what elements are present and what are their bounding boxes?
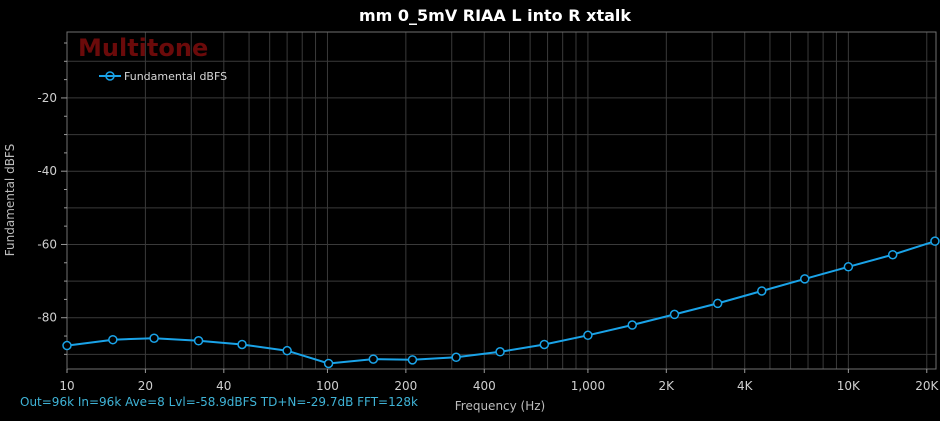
- x-tick-label: 4K: [737, 379, 754, 393]
- x-tick-label: 10: [59, 379, 74, 393]
- y-axis-ticks: -20 -40 -60 -80: [37, 42, 67, 355]
- legend: Fundamental dBFS: [99, 70, 227, 83]
- data-point: [669, 309, 680, 320]
- data-point: [149, 333, 159, 343]
- data-point: [407, 355, 418, 365]
- y-tick-label: -20: [37, 91, 57, 105]
- legend-label: Fundamental dBFS: [124, 70, 227, 83]
- data-point: [887, 249, 898, 260]
- x-tick-label: 200: [394, 379, 417, 393]
- grid: [67, 32, 936, 369]
- chart-title: mm 0_5mV RIAA L into R xtalk: [359, 6, 631, 25]
- data-point: [539, 339, 550, 350]
- legend-marker-swatch: [105, 71, 115, 81]
- data-point: [237, 339, 247, 350]
- data-point: [799, 274, 810, 284]
- x-tick-label: 40: [216, 379, 231, 393]
- data-point: [757, 286, 767, 296]
- x-tick-label: 2K: [659, 379, 676, 393]
- y-tick-label: -80: [37, 311, 57, 325]
- status-line: Out=96k In=96k Ave=8 Lvl=-58.9dBFS TD+N=…: [20, 395, 418, 409]
- x-axis-label: Frequency (Hz): [455, 399, 546, 413]
- data-point: [323, 358, 334, 369]
- data-point: [627, 320, 638, 330]
- data-point: [843, 262, 854, 272]
- data-point: [495, 347, 505, 357]
- data-point: [712, 298, 723, 309]
- x-tick-label: 20: [138, 379, 153, 393]
- data-point: [451, 352, 461, 363]
- x-axis-ticks: 10 20 40 100 200 400 1,000 2K 4K 10K 20K: [59, 369, 939, 393]
- x-tick-label: 10K: [837, 379, 861, 393]
- x-tick-label: 1,000: [571, 379, 605, 393]
- data-point: [368, 354, 379, 364]
- series-points: [62, 236, 940, 369]
- x-tick-label: 20K: [915, 379, 939, 393]
- data-point: [282, 345, 292, 356]
- x-tick-label: 100: [316, 379, 339, 393]
- x-tick-label: 400: [473, 379, 496, 393]
- data-point: [193, 336, 204, 346]
- data-point: [930, 236, 940, 246]
- data-point: [108, 334, 118, 345]
- plot-area: [66, 31, 937, 370]
- data-point: [62, 340, 72, 351]
- y-tick-label: -60: [37, 237, 57, 251]
- y-axis-label: Fundamental dBFS: [3, 144, 17, 256]
- multitone-watermark: Multitone: [78, 34, 208, 62]
- y-tick-label: -40: [37, 164, 57, 178]
- data-point: [583, 330, 593, 341]
